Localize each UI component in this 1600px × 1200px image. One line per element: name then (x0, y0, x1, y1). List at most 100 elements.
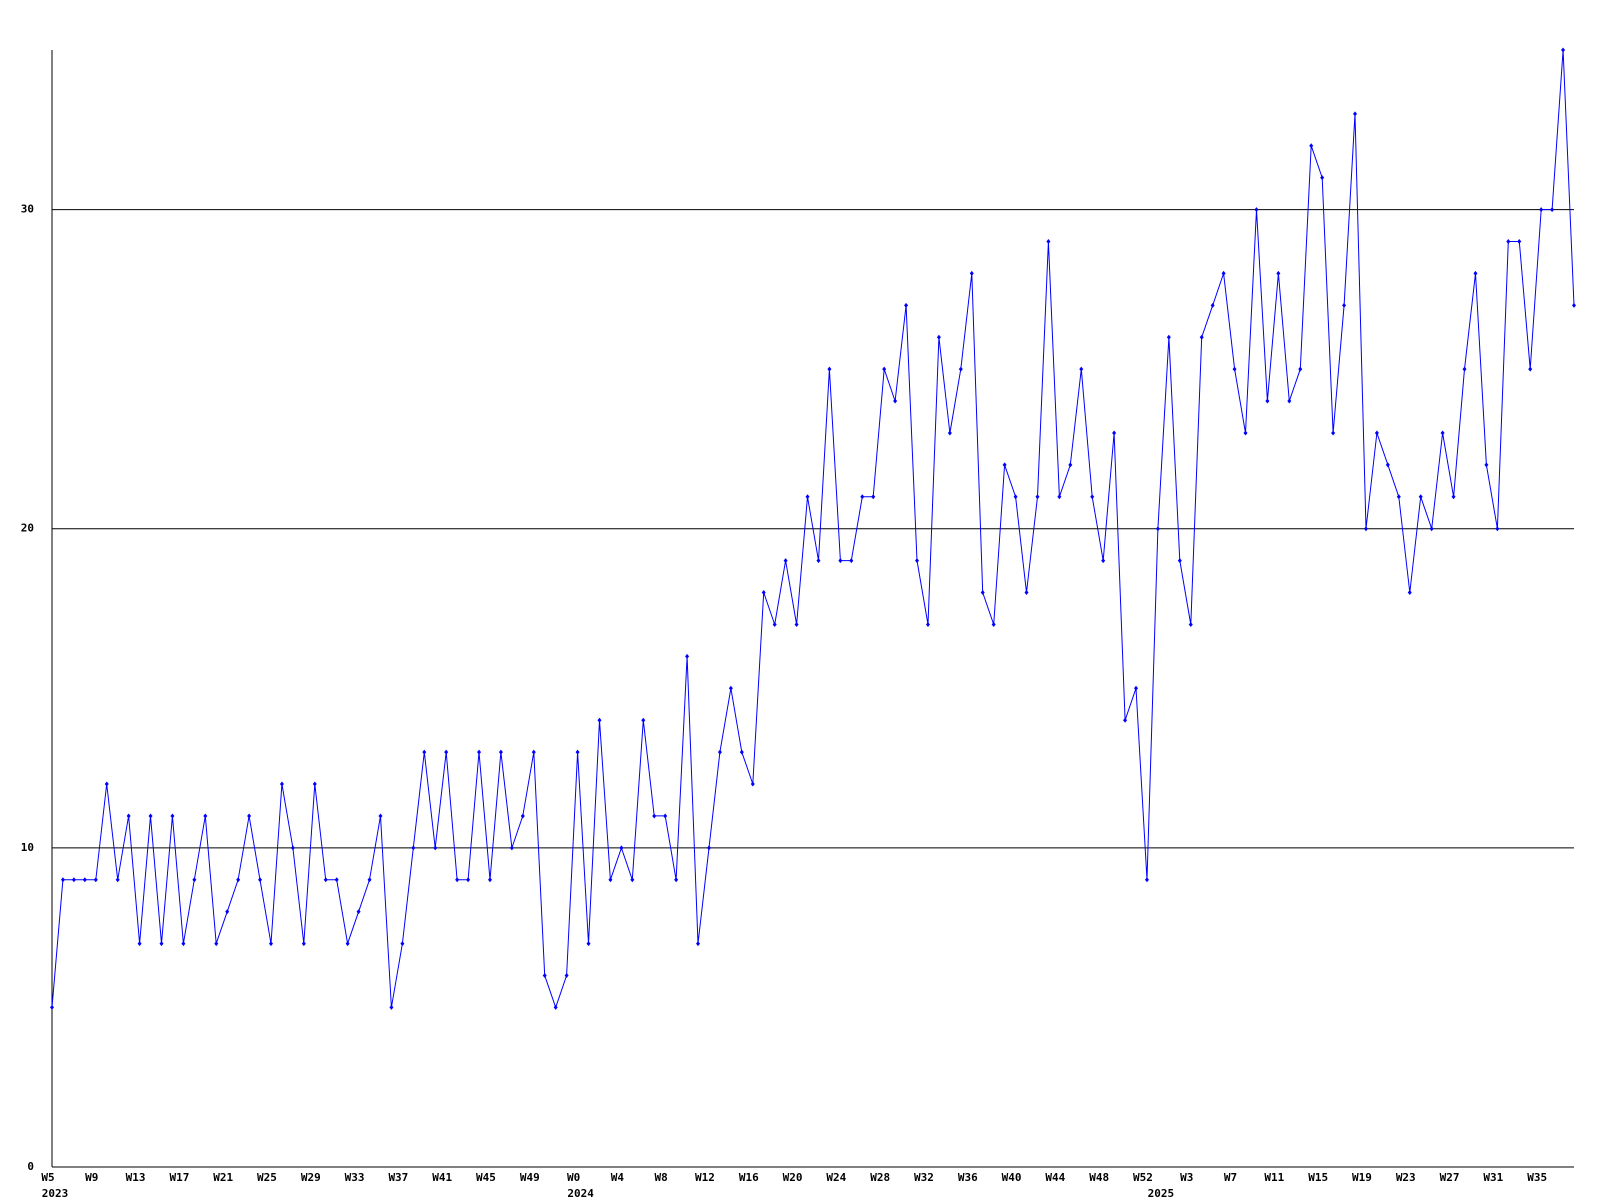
x-tick-label: W28 (870, 1171, 890, 1184)
point-marker (1484, 462, 1489, 468)
point-marker (159, 941, 164, 947)
x-tick-label: W9 (85, 1171, 98, 1184)
point-marker (60, 877, 65, 883)
x-tick-label: W15 (1308, 1171, 1328, 1184)
point-marker (433, 845, 438, 851)
point-marker (980, 590, 985, 596)
point-marker (761, 590, 766, 596)
point-marker (225, 909, 230, 915)
x-tick-label: W27 (1440, 1171, 1460, 1184)
point-marker (1429, 526, 1434, 532)
point-marker (520, 813, 525, 819)
point-marker (542, 973, 547, 979)
x-tick-label: W24 (826, 1171, 846, 1184)
x-tick-label: W7 (1224, 1171, 1237, 1184)
year-label: 2024 (567, 1187, 594, 1200)
x-tick-label: W5 (41, 1171, 54, 1184)
point-marker (509, 845, 514, 851)
point-marker (674, 877, 679, 883)
point-marker (575, 749, 580, 755)
point-marker (1188, 621, 1193, 627)
y-tick-label: 10 (21, 841, 34, 854)
point-marker (739, 749, 744, 755)
x-tick-label: W17 (169, 1171, 189, 1184)
point-marker (816, 558, 821, 564)
point-marker (805, 494, 810, 500)
point-marker (1199, 334, 1204, 340)
point-marker (367, 877, 372, 883)
x-tick-label: W23 (1396, 1171, 1416, 1184)
point-marker (1506, 238, 1511, 244)
y-tick-label: 0 (27, 1160, 34, 1173)
point-marker (356, 909, 361, 915)
point-marker (991, 621, 996, 627)
point-marker (1134, 685, 1139, 691)
point-marker (1495, 526, 1500, 532)
point-marker (685, 653, 690, 659)
point-marker (1473, 270, 1478, 276)
year-label: 2023 (42, 1187, 69, 1200)
point-marker (466, 877, 471, 883)
point-marker (915, 558, 920, 564)
point-marker (1572, 302, 1576, 308)
point-marker (706, 845, 711, 851)
point-marker (148, 813, 153, 819)
x-tick-label: W36 (958, 1171, 978, 1184)
point-marker (619, 845, 624, 851)
point-marker (247, 813, 252, 819)
point-marker (312, 781, 317, 787)
point-marker (1221, 270, 1226, 276)
x-tick-label: W49 (520, 1171, 540, 1184)
point-marker (860, 494, 865, 500)
point-marker (345, 941, 350, 947)
point-marker (301, 941, 306, 947)
point-marker (444, 749, 449, 755)
point-marker (1528, 366, 1533, 372)
point-marker (1210, 302, 1215, 308)
point-marker (1353, 111, 1358, 117)
point-marker (1090, 494, 1095, 500)
point-marker (1144, 877, 1149, 883)
point-marker (564, 973, 569, 979)
point-marker (882, 366, 887, 372)
point-marker (455, 877, 460, 883)
point-marker (279, 781, 284, 787)
series-line (51, 49, 1575, 1009)
point-marker (1243, 430, 1248, 436)
point-marker (1385, 462, 1390, 468)
point-marker (181, 941, 186, 947)
point-marker (50, 1004, 54, 1010)
x-tick-label: W16 (739, 1171, 759, 1184)
point-marker (1462, 366, 1467, 372)
point-marker (696, 941, 701, 947)
point-marker (268, 941, 273, 947)
point-marker (498, 749, 503, 755)
point-marker (1276, 270, 1281, 276)
point-marker (1407, 590, 1412, 596)
point-marker (1363, 526, 1368, 532)
x-tick-label: W21 (213, 1171, 233, 1184)
point-marker (1550, 207, 1555, 213)
point-marker (1320, 175, 1325, 181)
x-tick-label: W40 (1002, 1171, 1022, 1184)
point-marker (290, 845, 295, 851)
x-tick-label: W37 (388, 1171, 408, 1184)
x-tick-label: W44 (1045, 1171, 1065, 1184)
x-tick-label: W35 (1527, 1171, 1547, 1184)
point-marker (1451, 494, 1456, 500)
point-marker (1374, 430, 1379, 436)
x-tick-label: W48 (1089, 1171, 1109, 1184)
point-marker (1013, 494, 1018, 500)
point-marker (608, 877, 613, 883)
x-tick-label: W0 (567, 1171, 580, 1184)
point-marker (827, 366, 832, 372)
point-marker (192, 877, 197, 883)
x-tick-label: W52 (1133, 1171, 1153, 1184)
point-marker (93, 877, 98, 883)
y-tick-label: 30 (21, 203, 34, 216)
point-marker (422, 749, 427, 755)
point-marker (1331, 430, 1336, 436)
point-marker (104, 781, 109, 787)
point-marker (411, 845, 416, 851)
